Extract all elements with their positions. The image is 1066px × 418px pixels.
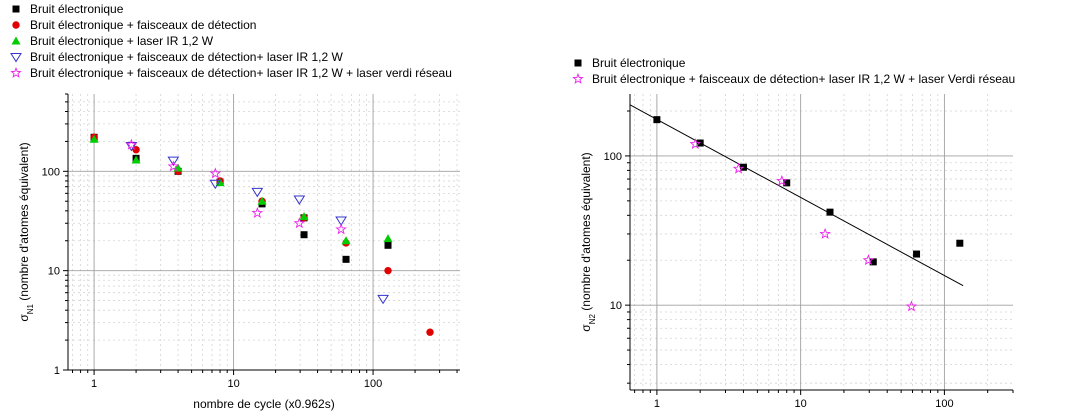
data-point — [293, 195, 306, 205]
data-point — [384, 241, 392, 249]
legend-label: Bruit électronique + faisceaux de détect… — [30, 18, 256, 32]
data-point — [384, 266, 392, 275]
legend-marker — [10, 66, 22, 78]
data-point — [732, 162, 745, 174]
data-point — [819, 227, 831, 239]
x-tick-label: 10 — [795, 398, 807, 410]
x-tick-label: 100 — [935, 398, 953, 410]
y-tick-label: 100 — [42, 166, 60, 178]
data-point — [299, 212, 309, 221]
data-point — [251, 206, 264, 218]
data-point — [209, 179, 222, 190]
data-point — [426, 328, 434, 336]
x-tick-label: 100 — [364, 378, 382, 390]
y-axis-label-text: (nombre d'atomes équivalent) — [579, 152, 593, 314]
x-tick-label: 1 — [91, 378, 97, 390]
data-point — [293, 217, 306, 229]
legend: Bruit électronique Bruit électronique + f… — [572, 56, 1015, 86]
grid — [68, 94, 460, 371]
data-point — [905, 300, 918, 312]
y-axis-label-symbol: σ — [579, 324, 593, 332]
legend-label: Bruit électronique + faisceaux de détect… — [592, 72, 1015, 86]
data-point — [377, 294, 389, 305]
legend-label: Bruit électronique — [592, 56, 686, 70]
chart-panel-2: 11010010100nombre de cycle (x0.962s)σN2 … — [572, 56, 1015, 418]
y-axis-label-subscript: N1 — [26, 303, 35, 314]
y-axis-label-text: (nombre d'atomes équivalent) — [17, 142, 31, 304]
data-point — [125, 138, 138, 150]
data-point — [257, 196, 267, 205]
data-point — [209, 167, 222, 179]
data-point — [696, 139, 704, 147]
data-point — [913, 250, 921, 258]
y-tick-label: 1 — [54, 365, 60, 377]
legend-label: Bruit électronique + faisceaux de détect… — [30, 66, 452, 80]
y-tick-label: 10 — [48, 266, 60, 278]
data-point — [335, 216, 348, 226]
y-tick-label: 100 — [604, 151, 622, 163]
chart-panel-1: 1 10 100 1 10 100 nombre de cycle (x0.962s) σN1… — [10, 2, 460, 411]
data-point — [956, 239, 964, 247]
x-axis-label: nombre de cycle (x0.962s) — [193, 397, 334, 411]
fit-line — [629, 104, 964, 287]
legend-marker — [12, 5, 20, 13]
data-point — [826, 208, 834, 216]
data-point — [131, 155, 141, 164]
data-point — [251, 187, 264, 198]
data-point — [341, 236, 351, 245]
data-point — [342, 255, 350, 263]
legend-label: Bruit électronique + laser IR 1,2 W — [30, 34, 214, 48]
y-axis-label-subscript: N2 — [588, 313, 597, 324]
data-point — [869, 258, 877, 266]
legend-marker — [10, 53, 22, 63]
data-point — [167, 160, 180, 172]
series-2 — [689, 138, 918, 312]
x-tick-label: 10 — [227, 378, 239, 390]
y-axis-label-symbol: σ — [17, 314, 31, 322]
legend-marker — [572, 72, 584, 84]
data-point — [89, 134, 99, 143]
y-axis-label: σN2 (nombre d'atomes équivalent) — [579, 152, 597, 331]
x-tick-label: 1 — [654, 398, 660, 410]
data-point — [167, 156, 180, 167]
data-point — [689, 138, 702, 150]
y-axis-label: σN1 (nombre d'atomes équivalent) — [17, 142, 35, 321]
grid — [630, 94, 1013, 390]
legend-marker — [11, 36, 21, 45]
data-point — [335, 223, 347, 235]
legend-label: Bruit électronique + faisceaux de détect… — [30, 50, 344, 64]
data-point — [783, 179, 791, 187]
data-point — [653, 116, 661, 124]
data-point — [383, 234, 393, 243]
data-point — [300, 231, 308, 239]
series-5 — [125, 138, 347, 235]
data-point — [862, 254, 875, 266]
y-tick-label: 10 — [610, 300, 622, 312]
legend-marker — [574, 59, 582, 67]
legend-label: Bruit électronique — [30, 2, 124, 16]
data-point — [776, 174, 788, 186]
series-3 — [89, 134, 393, 245]
legend-marker — [12, 21, 20, 29]
series-2 — [90, 133, 434, 336]
legend: Bruit électronique Bruit électronique + f… — [10, 2, 452, 80]
